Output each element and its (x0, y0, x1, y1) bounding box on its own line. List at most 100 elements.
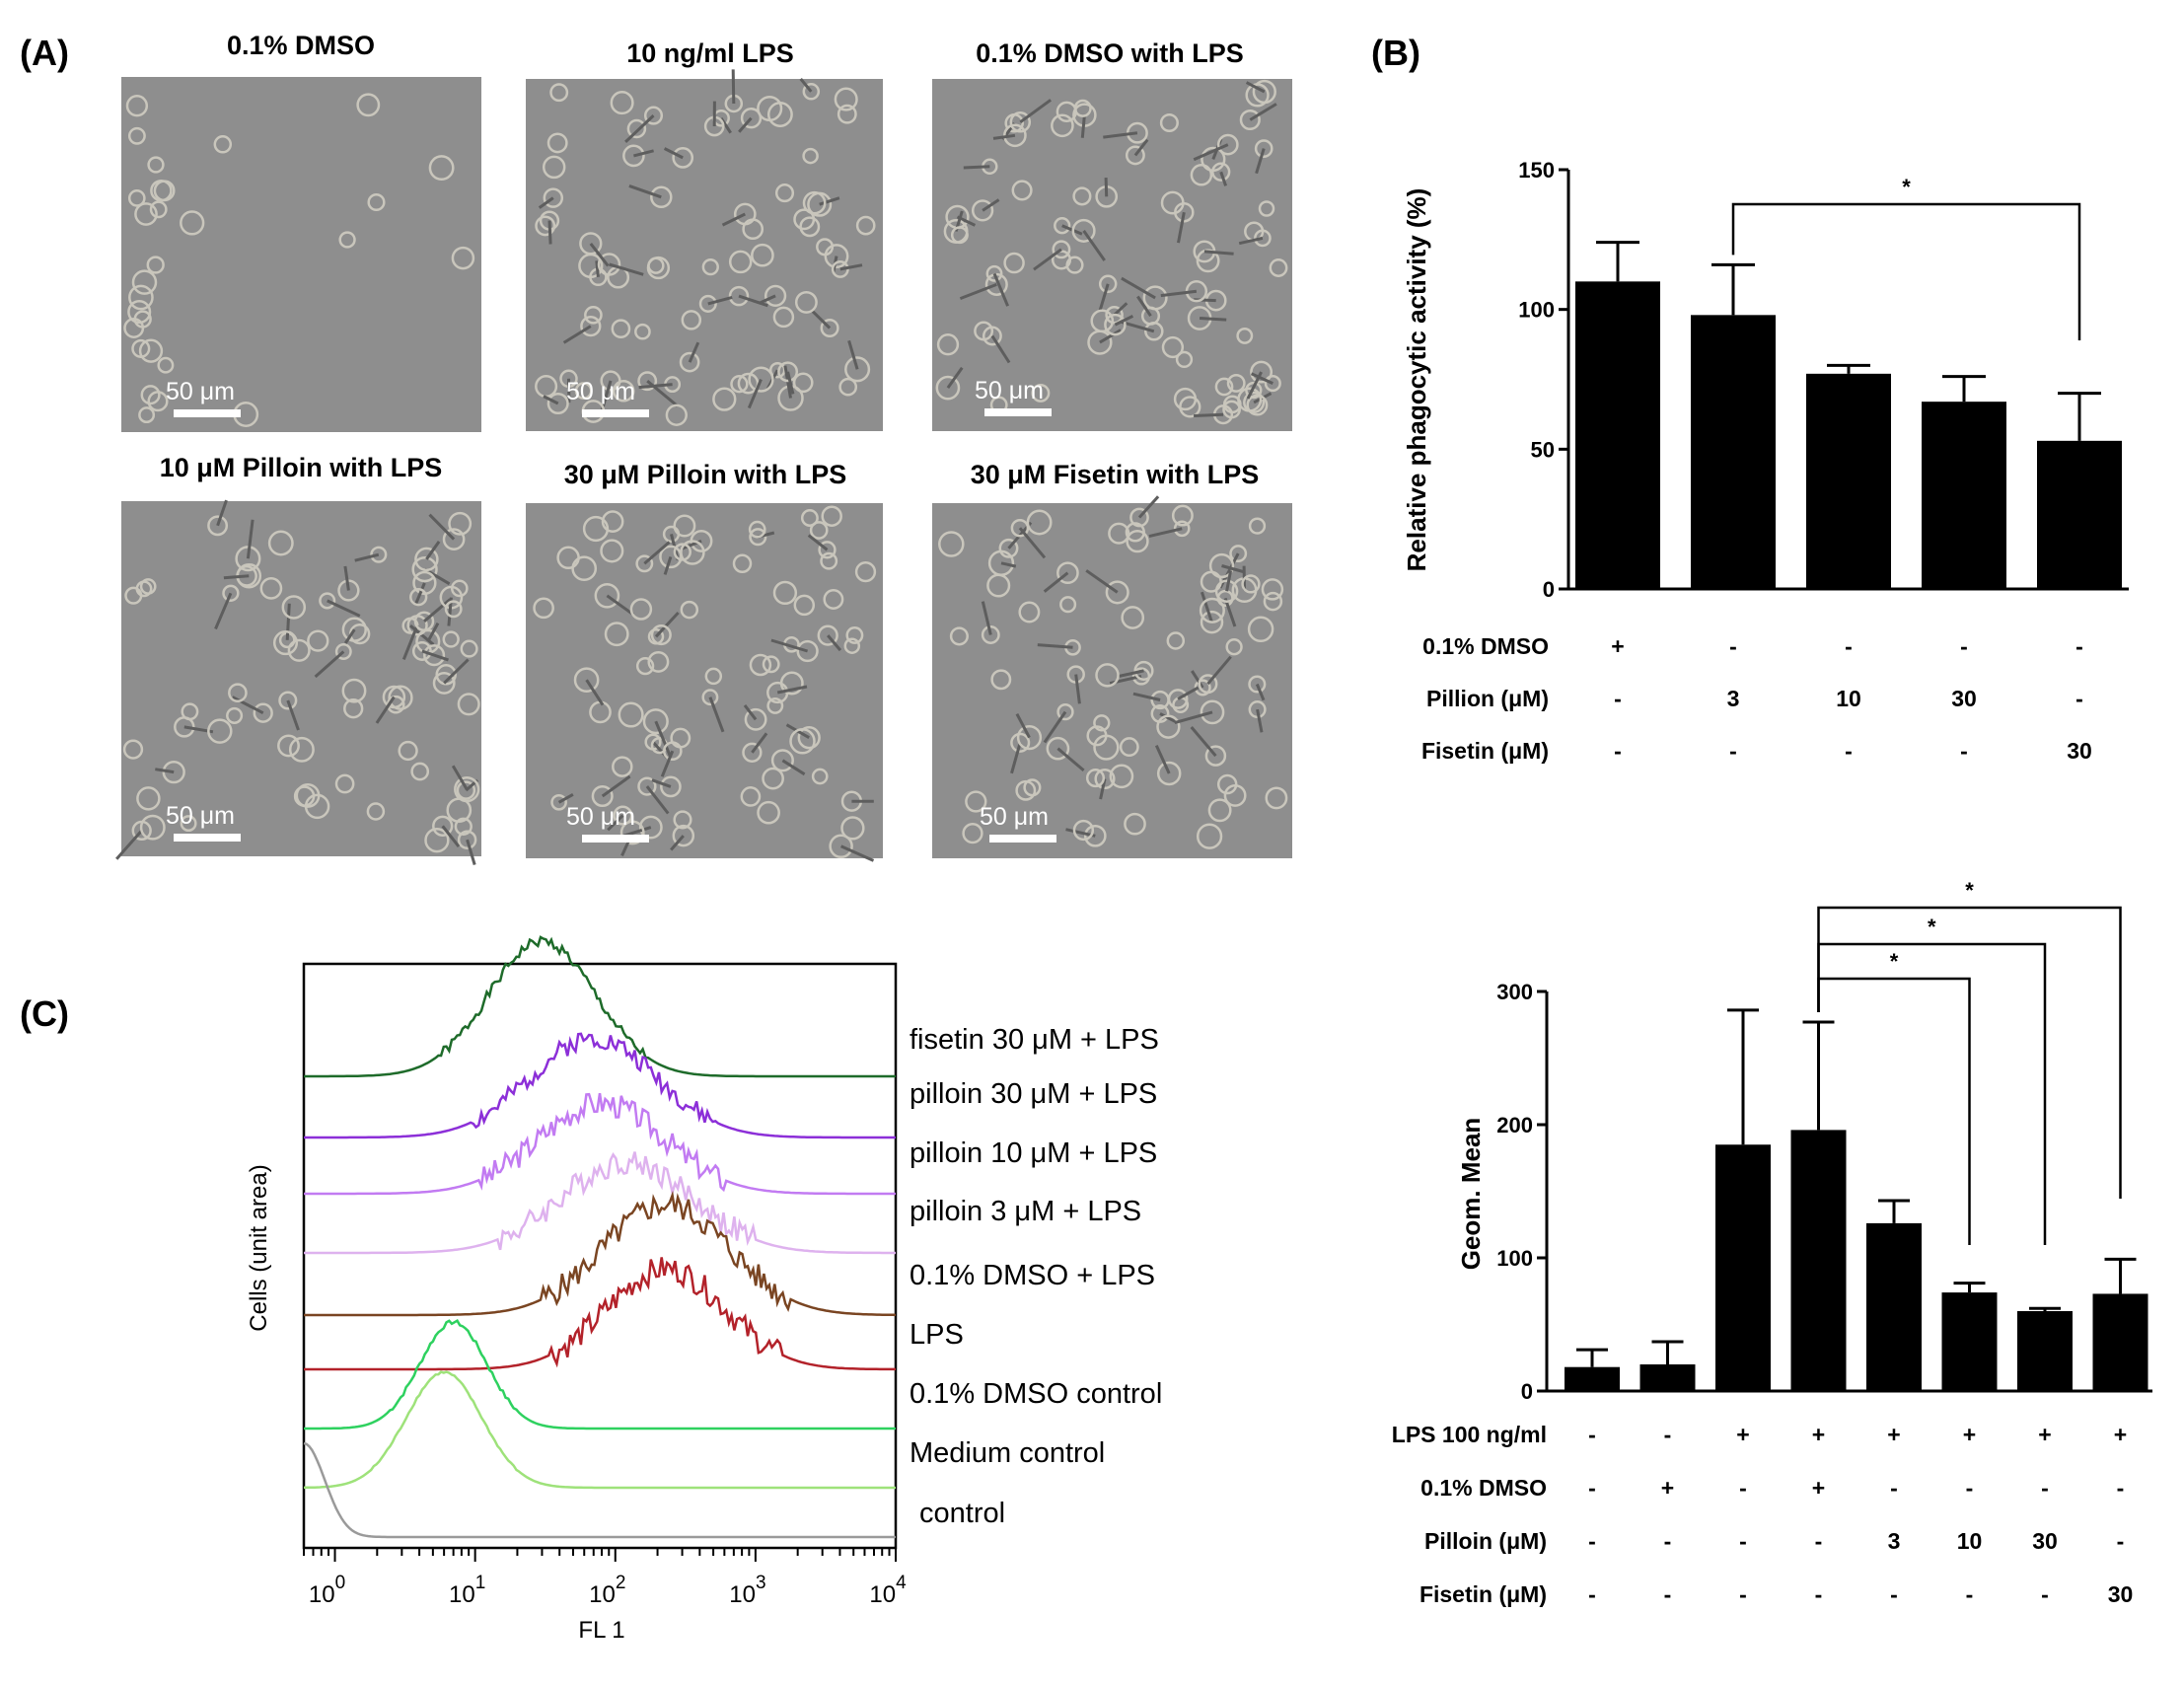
cell-mark (1119, 737, 1139, 758)
cell-process (451, 765, 469, 790)
panel-c-legend-label: LPS (910, 1319, 964, 1351)
panel-b-condition-value: - (1729, 633, 1737, 659)
cell-process (1154, 744, 1171, 774)
cell-process (946, 366, 964, 389)
panel-c-x-tick-label: 102 (589, 1573, 625, 1608)
cell-process (1120, 320, 1155, 333)
cell-mark (128, 284, 154, 311)
cell-mark (660, 775, 682, 798)
cell-process (660, 750, 675, 777)
cell-process (1099, 329, 1122, 344)
panel-d-significance-star: * (1890, 949, 1899, 974)
cell-mark (140, 385, 161, 405)
panel-d-condition-value: - (1815, 1581, 1823, 1607)
cell-mark (1046, 736, 1070, 761)
panel-c-legend-label: 0.1% DMSO control (910, 1378, 1162, 1410)
micrograph-title-1: 0.1% DMSO (227, 31, 375, 60)
cell-process (981, 601, 992, 635)
cell-mark (809, 521, 829, 540)
cell-mark (157, 356, 175, 374)
scale-bar-2 (582, 409, 649, 417)
cell-mark (854, 560, 877, 583)
cell-process (423, 567, 451, 586)
panel-c-y-label: Cells (unit area) (246, 1164, 272, 1331)
cell-process (1113, 302, 1128, 317)
cell-process (839, 844, 875, 862)
cell-process (1015, 713, 1031, 739)
cell-mark (1010, 518, 1030, 538)
cell-mark (1083, 824, 1107, 847)
cell-process (1206, 655, 1232, 686)
micrograph-title-5: 30 μM Pilloin with LPS (564, 460, 847, 489)
cell-process (155, 768, 175, 774)
cell-process (1194, 412, 1224, 417)
cell-mark (855, 215, 876, 236)
cell-mark (1159, 112, 1179, 133)
cell-mark (965, 790, 987, 813)
cell-mark (998, 538, 1019, 558)
cell-mark (748, 520, 766, 539)
cell-mark (127, 300, 152, 325)
panel-d-y-label: Geom. Mean (1456, 1118, 1486, 1271)
cell-mark (611, 319, 631, 339)
cell-process (776, 685, 808, 695)
cell-mark (800, 509, 819, 527)
cell-process (557, 792, 574, 804)
cell-process (747, 379, 763, 409)
cell-mark (546, 392, 569, 415)
panel-d-condition-label: 0.1% DMSO (1420, 1475, 1547, 1501)
cell-process (628, 183, 662, 199)
cell-mark (618, 701, 644, 728)
cell-mark (123, 318, 145, 338)
cell-mark (820, 318, 839, 338)
cell-process (721, 212, 746, 227)
panel-d-condition-value: - (1588, 1475, 1596, 1501)
cell-mark (147, 391, 169, 412)
cell-mark (792, 372, 814, 394)
panel-c-histogram-line (304, 1257, 896, 1371)
cell-mark (180, 815, 197, 833)
cell-mark (749, 528, 767, 547)
cell-mark (1056, 702, 1074, 721)
cell-mark (679, 351, 700, 373)
panel-d-condition-value: - (1890, 1581, 1898, 1607)
cell-mark (728, 250, 753, 274)
scale-label-3: 50 μm (975, 377, 1044, 404)
cell-mark (737, 372, 760, 395)
cell-mark (1201, 146, 1226, 173)
cell-mark (409, 588, 428, 607)
cell-mark (1059, 596, 1077, 614)
cell-mark (834, 87, 858, 111)
cell-process (466, 839, 476, 866)
cell-mark (1174, 201, 1195, 223)
panel-c-legend-label: pilloin 3 μM + LPS (910, 1196, 1141, 1227)
panel-b-condition-value: 30 (2067, 738, 2092, 764)
scale-bar-1 (174, 409, 241, 417)
panel-d-condition-value: 3 (1888, 1528, 1901, 1554)
cell-process (343, 565, 350, 591)
cell-mark (701, 689, 719, 706)
cell-process (1225, 570, 1233, 592)
panel-d-condition-value: - (2041, 1581, 2049, 1607)
panel-b-condition-value: 3 (1727, 686, 1740, 711)
panel-d-condition-value: - (2041, 1475, 2049, 1501)
cell-process (707, 295, 733, 306)
cell-mark (673, 810, 692, 830)
cell-process (1159, 712, 1178, 724)
cell-mark (1156, 714, 1181, 739)
cell-mark (818, 541, 837, 559)
micrograph-image-1 (121, 77, 481, 432)
cell-mark (1196, 249, 1220, 273)
cell-mark (287, 638, 311, 662)
cell-process (1104, 178, 1109, 197)
cell-mark (680, 540, 705, 565)
cell-mark (1056, 101, 1077, 122)
panel-d-condition-value: - (2117, 1528, 2125, 1554)
cell-mark (388, 685, 413, 710)
cell-mark (1246, 394, 1269, 416)
panel-c-histogram-line (304, 1190, 897, 1317)
panel-c-histogram-line (304, 1092, 896, 1196)
cell-mark (637, 371, 658, 392)
cell-mark (579, 232, 603, 256)
cell-process (708, 697, 725, 733)
